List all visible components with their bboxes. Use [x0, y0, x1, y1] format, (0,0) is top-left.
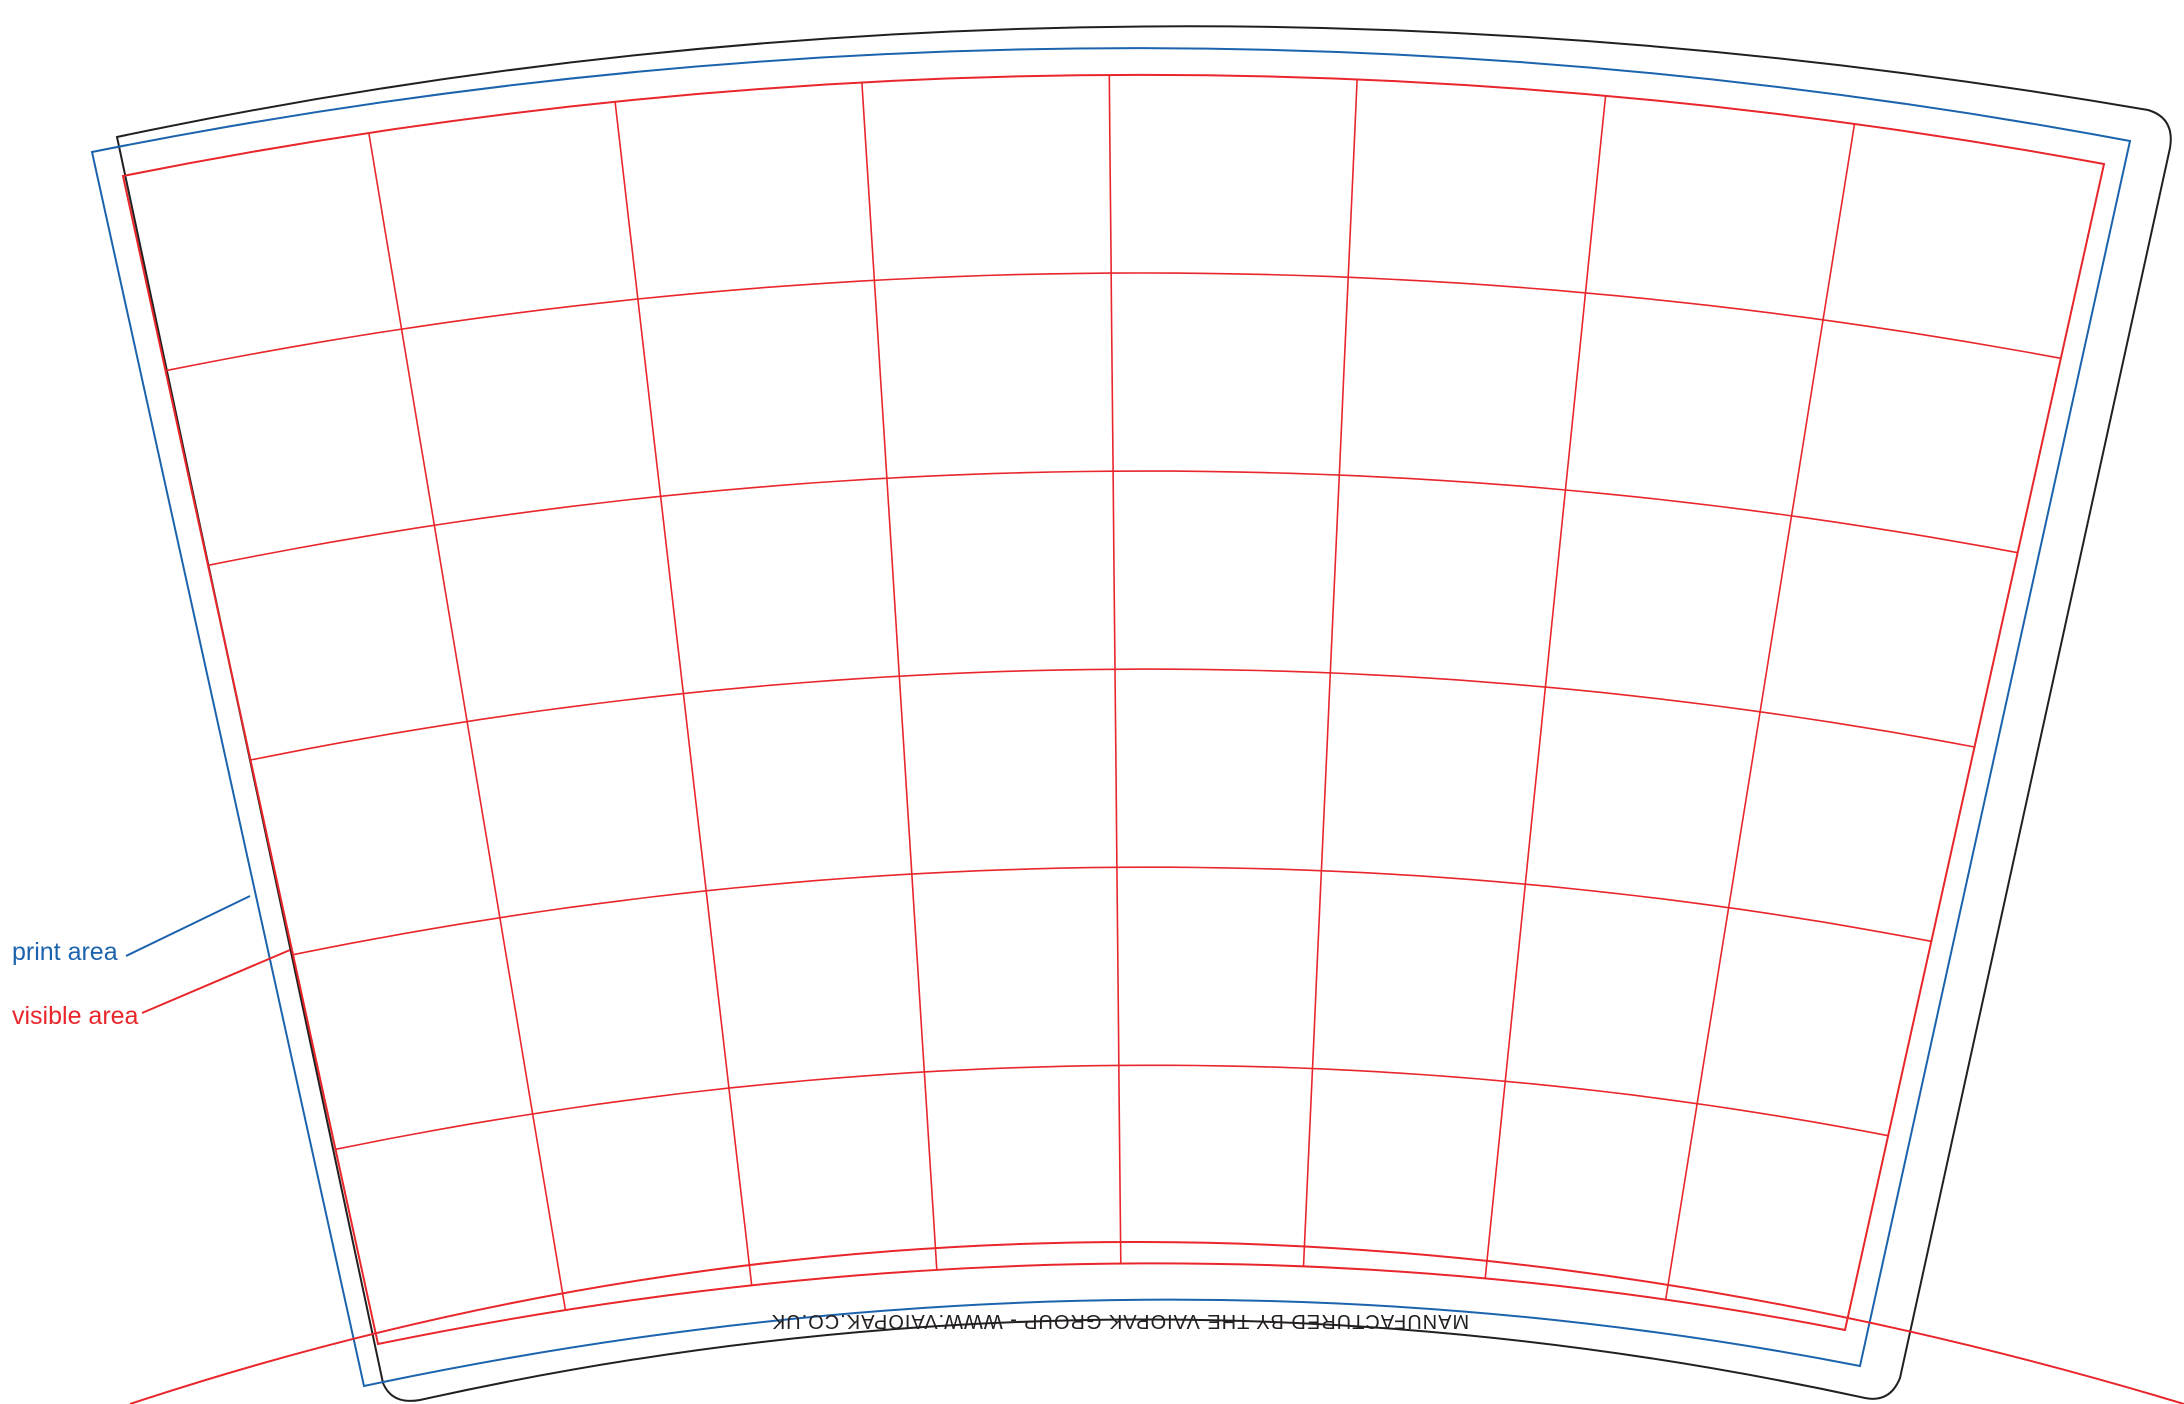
grid-row-line [207, 470, 2018, 567]
bottom-arc [129, 1241, 2184, 1404]
visible-area-label: visible area [12, 1002, 139, 1030]
print-area-label: print area [12, 938, 118, 966]
print-area-leader [125, 895, 251, 957]
visible-area-leader [141, 949, 291, 1014]
print-area-outline [90, 47, 2132, 1388]
grid-lines [165, 74, 2061, 1311]
grid-row-line [335, 1064, 1889, 1151]
grid-row-line [165, 272, 2061, 372]
visible-area-outline [121, 73, 2106, 1346]
grid-row-line [292, 866, 1932, 956]
cut-line-outline [115, 25, 2172, 1402]
manufacturer-footer: MANUFACTURED BY THE VAIOPAK GROUP - WWW.… [771, 1310, 1469, 1332]
grid-row-line [250, 668, 1975, 761]
